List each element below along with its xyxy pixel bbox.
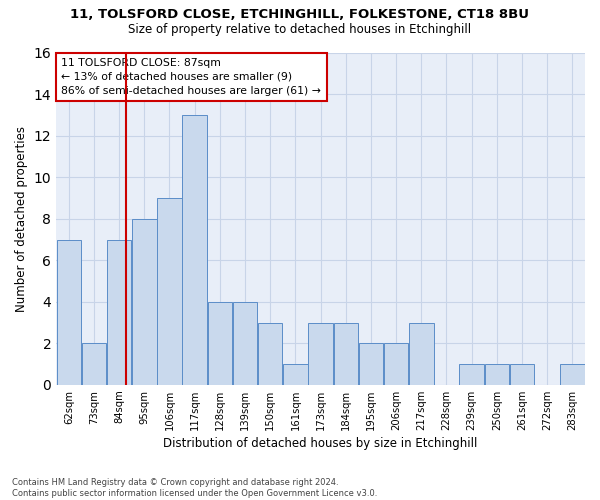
Text: 11 TOLSFORD CLOSE: 87sqm
← 13% of detached houses are smaller (9)
86% of semi-de: 11 TOLSFORD CLOSE: 87sqm ← 13% of detach… <box>61 58 322 96</box>
Bar <box>308 322 333 385</box>
Bar <box>82 344 106 385</box>
Bar <box>334 322 358 385</box>
Y-axis label: Number of detached properties: Number of detached properties <box>15 126 28 312</box>
Bar <box>132 219 157 385</box>
Bar <box>157 198 182 385</box>
Bar <box>409 322 434 385</box>
Text: Contains HM Land Registry data © Crown copyright and database right 2024.
Contai: Contains HM Land Registry data © Crown c… <box>12 478 377 498</box>
Bar <box>359 344 383 385</box>
Text: 11, TOLSFORD CLOSE, ETCHINGHILL, FOLKESTONE, CT18 8BU: 11, TOLSFORD CLOSE, ETCHINGHILL, FOLKEST… <box>71 8 530 20</box>
Bar <box>485 364 509 385</box>
X-axis label: Distribution of detached houses by size in Etchinghill: Distribution of detached houses by size … <box>163 437 478 450</box>
Bar <box>460 364 484 385</box>
Bar <box>283 364 308 385</box>
Bar <box>56 240 81 385</box>
Bar <box>208 302 232 385</box>
Bar <box>560 364 584 385</box>
Text: Size of property relative to detached houses in Etchinghill: Size of property relative to detached ho… <box>128 22 472 36</box>
Bar <box>258 322 283 385</box>
Bar <box>510 364 534 385</box>
Bar <box>233 302 257 385</box>
Bar <box>107 240 131 385</box>
Bar <box>384 344 409 385</box>
Bar <box>182 115 207 385</box>
